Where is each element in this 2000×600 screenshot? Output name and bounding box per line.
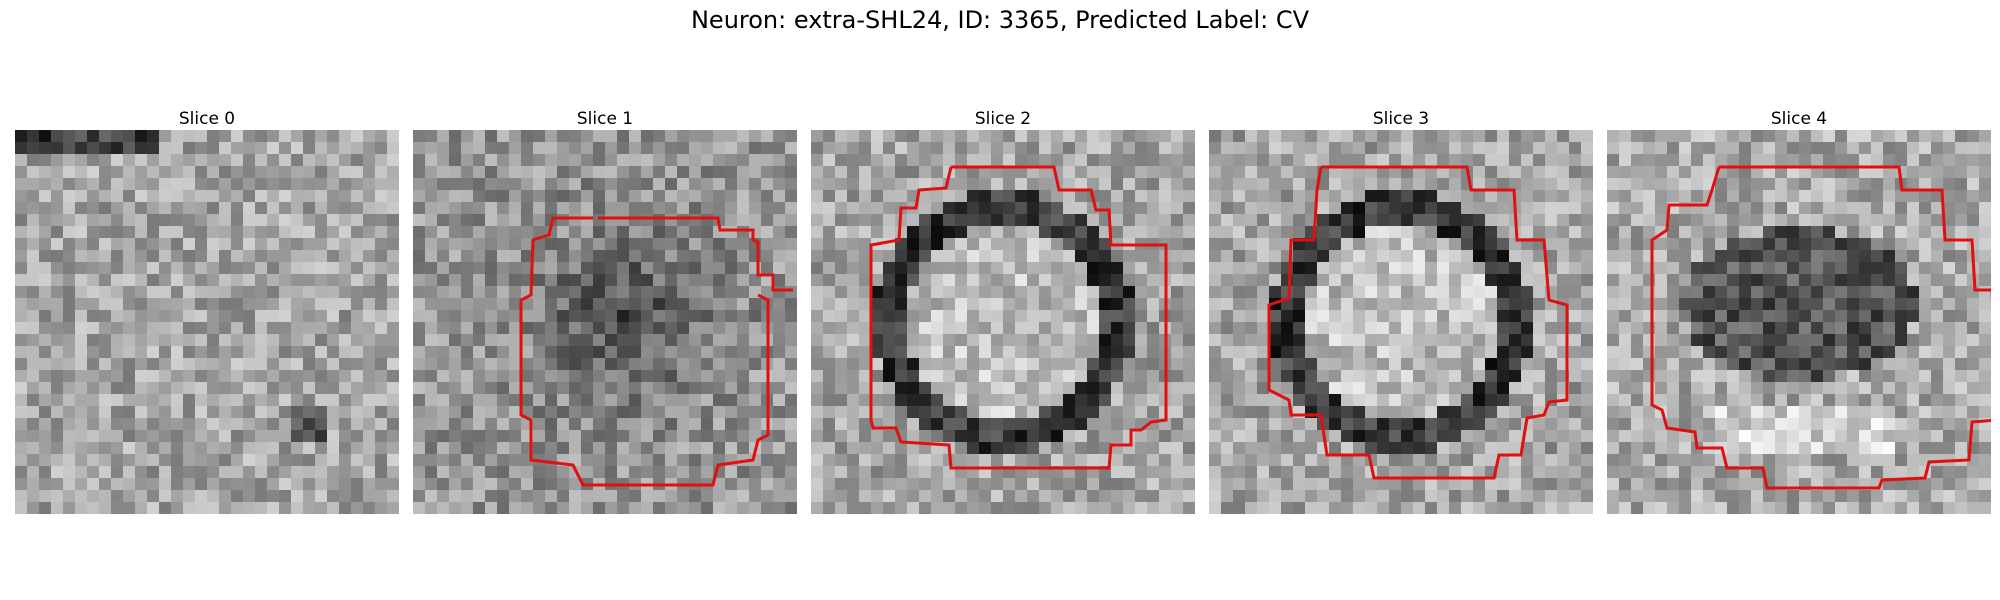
segmentation-contour [1267,165,1569,480]
figure-title: Neuron: extra-SHL24, ID: 3365, Predicted… [690,6,1310,34]
grayscale-image [413,130,797,514]
slice-image [811,130,1195,514]
contour-path [1650,165,1991,490]
slice-panel-3: Slice 3 [1209,108,1593,514]
grayscale-image [1209,130,1593,514]
slice-title: Slice 1 [576,109,634,129]
grayscale-image [1607,130,1991,514]
slice-title: Slice 4 [1770,109,1828,129]
slice-image [15,130,399,514]
grayscale-image [811,130,1195,514]
contour-path [869,165,1168,470]
slice-image [1209,130,1593,514]
segmentation-contour [519,216,793,487]
slice-title: Slice 3 [1372,109,1430,129]
contour-path [519,216,793,487]
segmentation-contour [869,165,1168,470]
slice-panel-2: Slice 2 [811,108,1195,514]
slice-title: Slice 2 [974,109,1032,129]
segmentation-contour [1650,165,1991,490]
grayscale-image [15,130,399,514]
slice-image [1607,130,1991,514]
slice-panel-0: Slice 0 [15,108,399,514]
slice-image [413,130,797,514]
slice-title: Slice 0 [178,109,236,129]
slice-panel-4: Slice 4 [1607,108,1991,514]
contour-path [1267,165,1569,480]
slice-panel-1: Slice 1 [413,108,797,514]
